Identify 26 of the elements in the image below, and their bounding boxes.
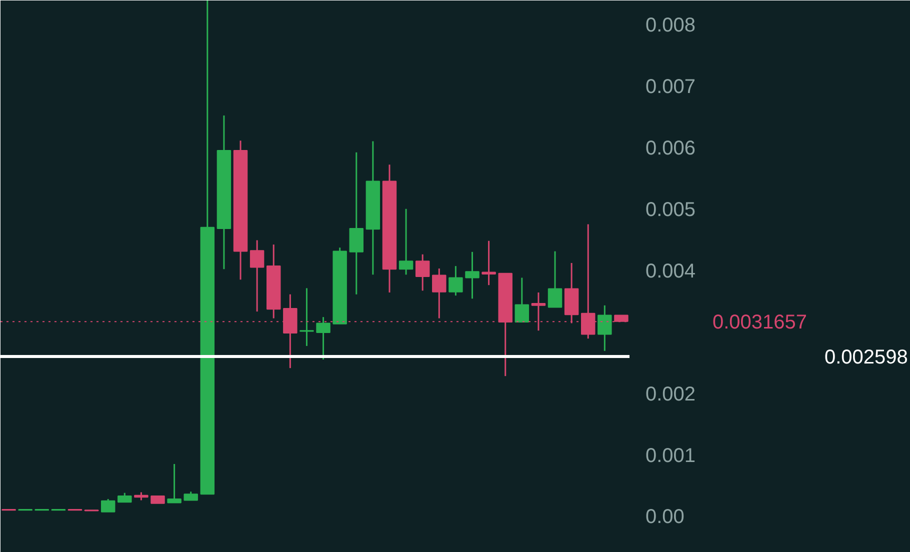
candlestick (349, 152, 364, 296)
candlestick (300, 287, 314, 347)
y-tick-label: 0.006 (646, 137, 696, 160)
y-tick-label: 0.001 (646, 444, 696, 467)
candlestick (548, 250, 562, 308)
candlestick (432, 268, 446, 320)
y-tick-label: 0.008 (646, 14, 696, 36)
candlestick (448, 265, 463, 296)
candlestick (316, 316, 330, 360)
candlestick (482, 240, 496, 286)
candlestick (100, 498, 116, 513)
candlestick (415, 254, 430, 292)
y-tick-label: 0.005 (646, 198, 696, 221)
candlestick (118, 492, 132, 503)
y-tick-label: 0.00 (646, 506, 684, 528)
ref-line-label: 0.0031657 (712, 312, 808, 334)
candlestick (250, 239, 264, 312)
y-tick-label: 0.002 (646, 383, 696, 406)
candlestick (598, 304, 612, 352)
candlestick (398, 208, 414, 276)
ref-line-label: 0.002598 (824, 346, 908, 369)
candlestick (514, 276, 530, 323)
candlestick (167, 463, 182, 504)
candlestick (465, 251, 480, 300)
y-tick-label: 0.004 (646, 260, 696, 282)
y-tick-label: 0.007 (646, 76, 696, 98)
